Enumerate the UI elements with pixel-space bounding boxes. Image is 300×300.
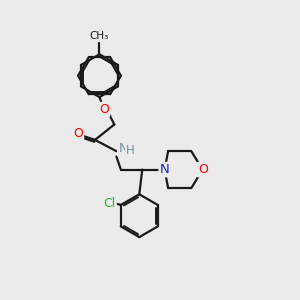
Text: CH₃: CH₃ bbox=[89, 31, 109, 40]
Text: N: N bbox=[160, 163, 170, 176]
Text: H: H bbox=[126, 144, 135, 157]
Text: N: N bbox=[118, 142, 128, 155]
Text: O: O bbox=[99, 103, 109, 116]
Text: O: O bbox=[198, 163, 208, 176]
Text: O: O bbox=[73, 127, 83, 140]
Text: Cl: Cl bbox=[103, 197, 116, 210]
